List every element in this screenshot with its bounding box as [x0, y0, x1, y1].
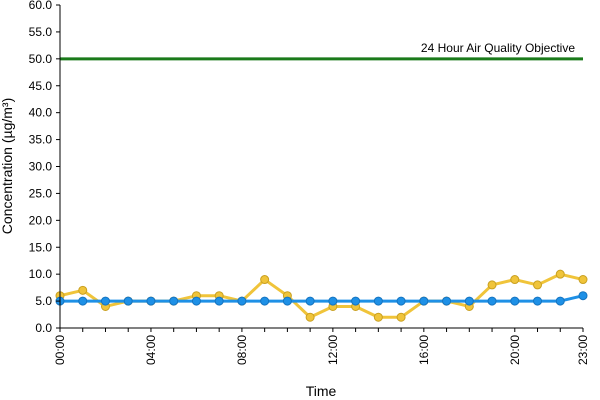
series-1-point: [396, 312, 406, 322]
series-2-point: [214, 296, 224, 306]
series-1-point: [533, 280, 543, 290]
series-2-point: [510, 296, 520, 306]
y-tick-label: 15.0: [29, 240, 53, 254]
series-line-2: [60, 294, 584, 303]
y-tick-label: 5.0: [35, 294, 52, 308]
x-tick-label: 12:00: [326, 335, 340, 365]
series-2-point: [328, 296, 338, 306]
x-tick-label: 23:00: [576, 335, 590, 365]
series-1-point: [555, 269, 565, 279]
series-2-point: [146, 296, 156, 306]
x-tick-label: 16:00: [417, 335, 431, 365]
series-2-point: [260, 296, 270, 306]
series-1-point: [578, 275, 588, 285]
series-2-point: [442, 296, 452, 306]
series-1-point: [487, 280, 497, 290]
y-tick-label: 45.0: [29, 79, 53, 93]
series-2-point: [100, 296, 110, 306]
series-2-point: [533, 296, 543, 306]
x-tick-label: 04:00: [144, 335, 158, 365]
series-1-point: [373, 312, 383, 322]
series-2-point: [169, 296, 179, 306]
series-2-point: [578, 291, 588, 301]
x-tick-label: 00:00: [53, 335, 67, 365]
y-tick-label: 60.0: [29, 0, 53, 12]
series-1-point: [510, 275, 520, 285]
series-1-point: [260, 275, 270, 285]
series-2-point: [237, 296, 247, 306]
series-2-point: [487, 296, 497, 306]
x-axis-title: Time: [306, 383, 337, 399]
objective-label: 24 Hour Air Quality Objective: [421, 41, 575, 55]
y-axis-title: Concentration (µg/m³): [0, 98, 15, 234]
y-tick-label: 10.0: [29, 267, 53, 281]
y-tick-label: 35.0: [29, 133, 53, 147]
series-2-point: [464, 296, 474, 306]
y-tick-label: 0.0: [35, 321, 52, 335]
series-1-point: [78, 285, 88, 295]
y-tick-label: 50.0: [29, 52, 53, 66]
y-tick-label: 30.0: [29, 160, 53, 174]
y-tick-label: 55.0: [29, 25, 53, 39]
series-2-point: [78, 296, 88, 306]
series-2-point: [123, 296, 133, 306]
series-line-1: [59, 272, 584, 319]
series-2-point: [373, 296, 383, 306]
y-tick-label: 20.0: [29, 213, 53, 227]
series-2-point: [351, 296, 361, 306]
series-1-point: [305, 312, 315, 322]
y-tick-label: 40.0: [29, 106, 53, 120]
series-2-point: [419, 296, 429, 306]
series-2-point: [305, 296, 315, 306]
series-2-point: [396, 296, 406, 306]
x-tick-label: 08:00: [235, 335, 249, 365]
series-2-point: [191, 296, 201, 306]
y-tick-label: 25.0: [29, 186, 53, 200]
series-2-point: [555, 296, 565, 306]
series-2-point: [282, 296, 292, 306]
x-tick-label: 20:00: [508, 335, 522, 365]
